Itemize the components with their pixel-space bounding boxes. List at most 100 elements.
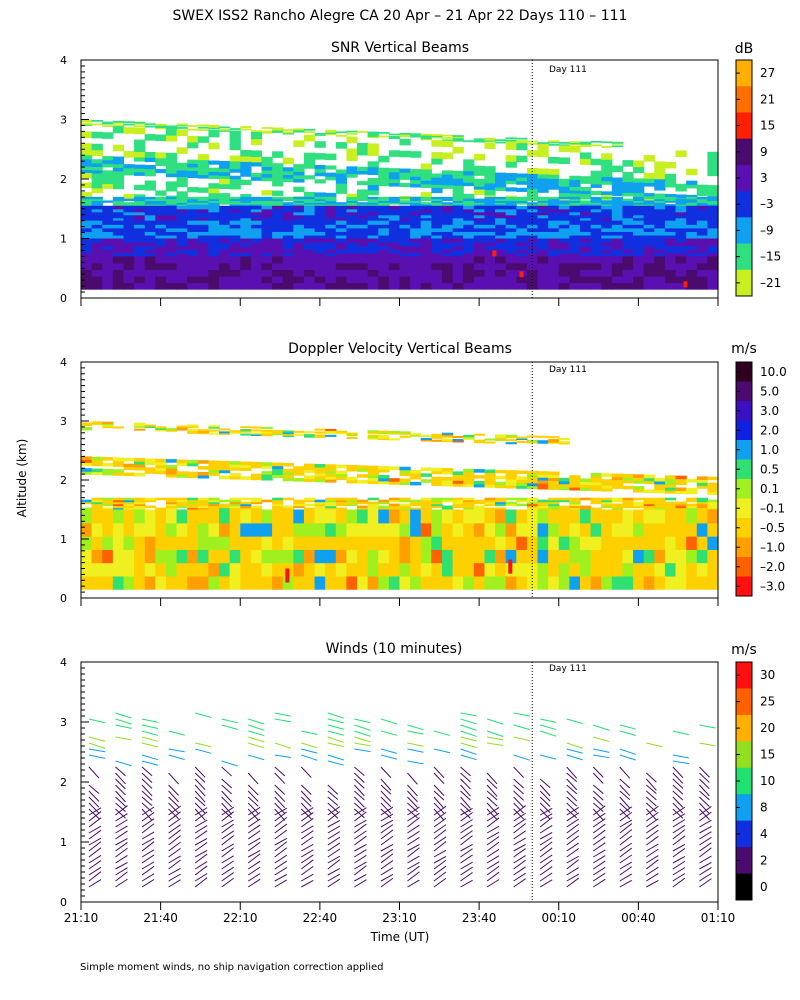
snr-cell bbox=[229, 198, 241, 202]
doppler-cell bbox=[272, 503, 284, 507]
wind-barb bbox=[566, 754, 583, 761]
colorbar-label: 3.0 bbox=[760, 404, 779, 418]
wind-barb bbox=[301, 817, 314, 828]
doppler-cell bbox=[123, 575, 135, 590]
wind-barb bbox=[88, 718, 106, 724]
snr-cell bbox=[643, 252, 655, 257]
snr-cell bbox=[410, 227, 422, 232]
snr-cell bbox=[526, 242, 539, 247]
wind-barb bbox=[168, 867, 181, 876]
snr-cell bbox=[452, 200, 464, 203]
doppler-cell bbox=[314, 562, 326, 577]
doppler-cell bbox=[357, 474, 369, 478]
snr-cell bbox=[558, 227, 570, 232]
snr-cell bbox=[495, 202, 507, 205]
snr-cell bbox=[81, 224, 93, 229]
doppler-cell bbox=[378, 438, 390, 441]
doppler-cell bbox=[102, 509, 114, 524]
snr-cell bbox=[431, 275, 443, 284]
doppler-cell bbox=[601, 479, 613, 483]
doppler-cell bbox=[516, 438, 528, 441]
snr-cell bbox=[622, 160, 634, 167]
snr-cell bbox=[707, 269, 719, 277]
snr-cell bbox=[633, 181, 645, 187]
wind-barb bbox=[619, 808, 631, 820]
snr-cell bbox=[410, 198, 422, 202]
snr-cell bbox=[463, 220, 475, 225]
snr-cell bbox=[208, 187, 220, 194]
doppler-cell bbox=[537, 482, 549, 487]
snr-cell bbox=[495, 172, 507, 177]
snr-cell bbox=[91, 183, 103, 189]
snr-cell bbox=[388, 262, 401, 271]
snr-cell bbox=[155, 158, 167, 163]
doppler-cell bbox=[399, 507, 411, 511]
snr-cell bbox=[293, 249, 305, 254]
wind-barb bbox=[247, 796, 259, 807]
doppler-cell bbox=[282, 434, 294, 437]
doppler-cell bbox=[686, 549, 698, 564]
doppler-cell bbox=[176, 471, 188, 475]
snr-cell bbox=[208, 160, 220, 165]
snr-cell bbox=[675, 249, 687, 254]
snr-cell bbox=[144, 196, 156, 200]
snr-cell bbox=[261, 202, 273, 205]
doppler-cell bbox=[293, 505, 305, 509]
snr-cell bbox=[590, 196, 602, 200]
snr-cell bbox=[484, 175, 496, 180]
snr-cell bbox=[378, 252, 390, 257]
snr-cell bbox=[590, 144, 602, 147]
snr-cell bbox=[282, 269, 294, 277]
colorbar-swatch bbox=[736, 269, 752, 297]
doppler-cell bbox=[378, 522, 390, 537]
wind-barb bbox=[221, 877, 234, 888]
snr-cell bbox=[388, 196, 401, 200]
snr-cell bbox=[219, 164, 231, 169]
snr-cell bbox=[208, 129, 220, 132]
snr-cell bbox=[325, 269, 337, 277]
snr-cell bbox=[643, 275, 655, 284]
colorbar-swatch bbox=[736, 112, 752, 140]
snr-cell bbox=[473, 234, 486, 240]
snr-cell bbox=[452, 256, 464, 264]
doppler-cell bbox=[91, 422, 103, 425]
snr-cell bbox=[325, 208, 337, 213]
snr-cell bbox=[505, 211, 517, 216]
snr-cell bbox=[346, 238, 358, 243]
snr-cell bbox=[134, 200, 146, 203]
snr-cell bbox=[579, 242, 592, 247]
snr-cell bbox=[91, 131, 103, 139]
wind-barb bbox=[699, 872, 712, 882]
colorbar-swatch bbox=[736, 498, 752, 519]
snr-cell bbox=[197, 167, 209, 172]
snr-cell bbox=[633, 160, 645, 168]
snr-cell bbox=[633, 234, 645, 240]
snr-cell bbox=[208, 174, 220, 180]
wind-barb bbox=[274, 860, 288, 870]
snr-cell bbox=[548, 140, 560, 143]
snr-cell bbox=[590, 203, 602, 207]
snr-cell bbox=[155, 269, 167, 277]
wind-barb bbox=[566, 818, 579, 828]
snr-cell bbox=[505, 242, 517, 247]
snr-cell bbox=[102, 275, 114, 284]
snr-cell bbox=[250, 242, 263, 247]
doppler-cell bbox=[654, 575, 666, 590]
wind-barb bbox=[460, 830, 473, 840]
snr-cell bbox=[420, 137, 432, 140]
wind-barb bbox=[672, 813, 686, 822]
wind-barb bbox=[115, 796, 126, 807]
doppler-cell bbox=[197, 474, 209, 479]
snr-cell bbox=[346, 220, 358, 225]
snr-cell bbox=[272, 211, 284, 216]
wind-barb bbox=[460, 848, 473, 858]
doppler-cell bbox=[293, 469, 305, 473]
snr-cell bbox=[144, 234, 156, 240]
snr-cell bbox=[187, 125, 199, 127]
doppler-cell bbox=[495, 497, 507, 501]
snr-cell bbox=[112, 156, 125, 161]
snr-cell bbox=[272, 252, 284, 257]
wind-barb bbox=[88, 829, 102, 840]
snr-cell bbox=[441, 252, 454, 257]
snr-cell bbox=[569, 208, 581, 213]
